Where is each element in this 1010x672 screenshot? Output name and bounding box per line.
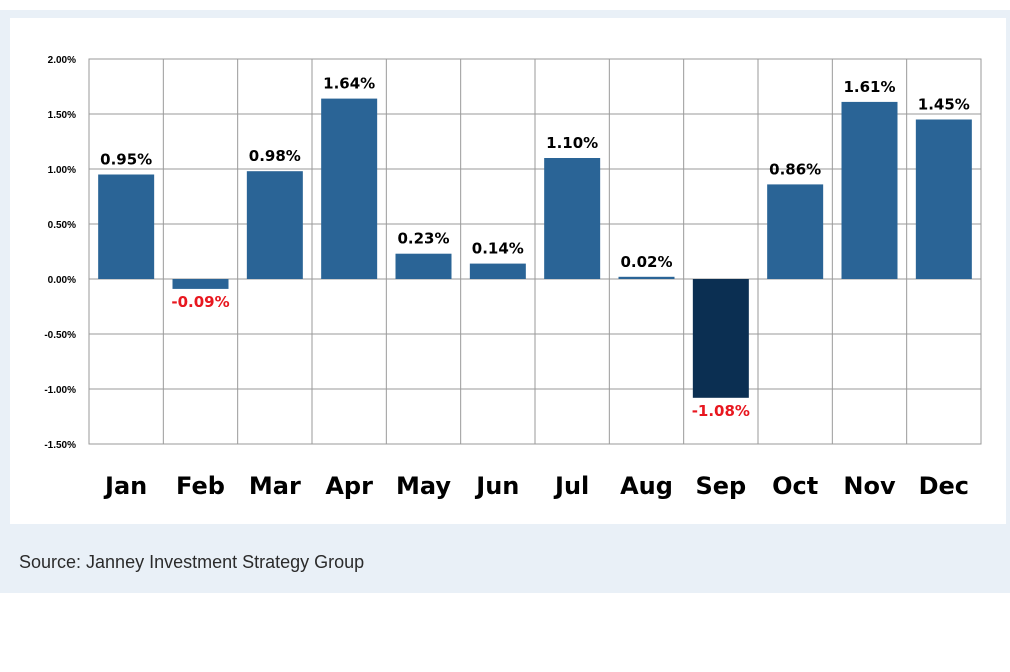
data-label-may: 0.23% [397, 230, 449, 248]
y-tick-label: -0.50% [44, 330, 76, 341]
y-tick-label: 0.50% [48, 220, 76, 231]
x-category-label: Sep [695, 472, 746, 500]
x-category-label: Oct [772, 472, 818, 500]
data-label-apr: 1.64% [323, 75, 375, 93]
y-tick-label: 2.00% [48, 55, 76, 66]
source-caption: Source: Janney Investment Strategy Group [19, 552, 365, 572]
data-label-sep: -1.08% [692, 402, 750, 420]
x-category-label: Jun [474, 472, 519, 500]
x-category-label: May [396, 472, 451, 500]
y-tick-label: -1.00% [44, 385, 76, 396]
x-category-label: Feb [176, 472, 225, 500]
y-tick-label: 0.00% [48, 275, 76, 286]
x-category-label: Aug [620, 472, 673, 500]
data-label-oct: 0.86% [769, 160, 821, 178]
bar-oct [767, 184, 824, 279]
x-category-label: Nov [843, 472, 896, 500]
y-tick-label: 1.50% [48, 110, 76, 121]
bar-apr [321, 98, 378, 279]
bar-aug [618, 276, 675, 279]
x-category-label: Dec [919, 472, 969, 500]
data-label-feb: -0.09% [171, 293, 229, 311]
bar-jan [98, 174, 155, 279]
y-tick-label: 1.00% [48, 165, 76, 176]
data-label-aug: 0.02% [620, 253, 672, 271]
bar-feb [172, 279, 229, 289]
data-label-jun: 0.14% [472, 240, 524, 258]
y-tick-label: -1.50% [44, 440, 76, 451]
data-label-dec: 1.45% [918, 96, 970, 114]
x-category-label: Jul [553, 472, 589, 500]
bar-may [395, 253, 452, 279]
bar-dec [915, 119, 972, 279]
bar-jul [544, 158, 601, 279]
bar-mar [246, 171, 303, 279]
data-label-jan: 0.95% [100, 151, 152, 169]
plot-frame [88, 58, 982, 445]
x-category-label: Jan [103, 472, 147, 500]
x-category-label: Mar [249, 472, 301, 500]
data-label-jul: 1.10% [546, 134, 598, 152]
bar-sep [692, 279, 749, 398]
bar-jun [469, 263, 526, 279]
bar-nov [841, 101, 898, 280]
x-category-label: Apr [325, 472, 373, 500]
data-label-mar: 0.98% [249, 147, 301, 165]
data-label-nov: 1.61% [843, 78, 895, 96]
